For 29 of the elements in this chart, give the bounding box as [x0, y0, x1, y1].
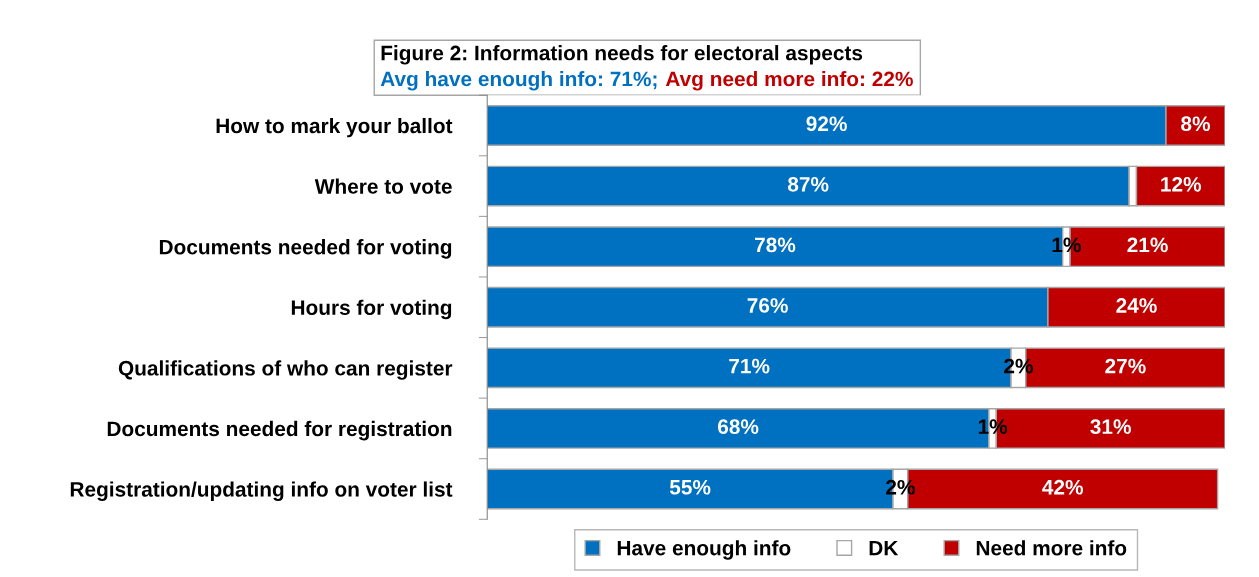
data-label: 8% — [1181, 116, 1210, 132]
y-tick-label: How to mark your ballot — [216, 117, 453, 138]
data-label: 24% — [1116, 298, 1157, 313]
data-label: 27% — [1105, 358, 1146, 374]
data-label: 42% — [1042, 479, 1083, 495]
y-tick-label: Hours for voting — [291, 299, 452, 320]
legend-label: DK — [869, 540, 899, 556]
data-label: 68% — [717, 419, 759, 435]
data-label: 76% — [747, 298, 788, 313]
data-label: 71% — [729, 358, 770, 374]
y-tick-label: Registration/updating info on voter list — [70, 481, 453, 501]
y-tick-label: Where to vote — [314, 178, 452, 194]
text: Avg have enough info: 71%; — [380, 71, 657, 91]
legend-label: Need more info — [976, 540, 1127, 556]
chart-title: Figure 2: Information needs for electoral aspects — [381, 45, 863, 65]
data-label: 78% — [755, 237, 796, 253]
y-tick-label: Documents needed for registration — [107, 420, 452, 441]
text: Avg need more info: 22% — [665, 71, 913, 91]
data-label: 31% — [1090, 419, 1131, 435]
y-tick-label: Qualifications of who can register — [118, 360, 453, 380]
data-label: 1% — [1052, 237, 1081, 253]
data-label: 87% — [787, 176, 829, 192]
y-tick-label: Documents needed for voting — [159, 239, 452, 259]
data-label: 55% — [669, 479, 711, 495]
data-label: 12% — [1161, 176, 1202, 192]
data-label: 21% — [1127, 237, 1168, 253]
data-label: 92% — [806, 116, 847, 132]
legend-label: Have enough info — [617, 540, 791, 560]
data-label: 1% — [978, 419, 1008, 434]
